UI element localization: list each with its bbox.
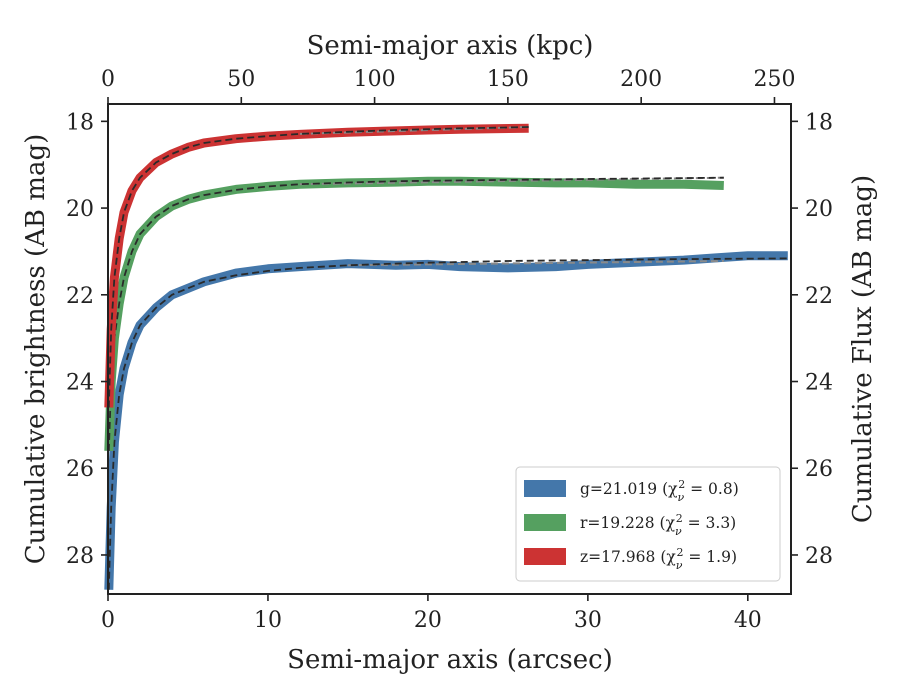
legend-box bbox=[515, 466, 781, 582]
legend-swatch-2 bbox=[524, 548, 566, 565]
plot-frame bbox=[107, 103, 792, 595]
y-tick-label-right: 20 bbox=[805, 197, 833, 222]
y-tick-label-right: 24 bbox=[805, 371, 833, 396]
y-tick-label-right: 22 bbox=[805, 284, 833, 309]
x-tick-label: 10 bbox=[254, 608, 282, 633]
y-axis-title-left: Cumulative brightness (AB mag) bbox=[21, 134, 51, 565]
x-tick-label: 20 bbox=[414, 608, 442, 633]
series-model-fit-0 bbox=[107, 257, 788, 590]
y-tick-label-right: 28 bbox=[805, 544, 833, 569]
top-x-tick-label: 50 bbox=[227, 67, 255, 92]
top-x-tick-label: 250 bbox=[753, 67, 795, 92]
x-tick-label: 0 bbox=[101, 608, 115, 633]
y-axis-title-right: Cumulative Flux (AB mag) bbox=[848, 175, 878, 523]
series-model-fit-2 bbox=[107, 126, 529, 408]
x-axis-title-top: Semi-major axis (kpc) bbox=[307, 31, 594, 61]
y-tick-label-left: 18 bbox=[66, 110, 94, 135]
legend-swatch-1 bbox=[524, 514, 566, 531]
top-x-tick-label: 100 bbox=[354, 67, 396, 92]
y-tick-label-left: 24 bbox=[66, 371, 94, 396]
legend-swatch-0 bbox=[524, 480, 566, 497]
legend-label-1: r=19.228 (χν2 = 3.3) bbox=[580, 512, 736, 538]
legend-label-2: z=17.968 (χν2 = 1.9) bbox=[580, 546, 737, 572]
y-tick-label-left: 22 bbox=[66, 284, 94, 309]
y-tick-label-left: 20 bbox=[66, 197, 94, 222]
series-model-gray-1 bbox=[299, 176, 724, 186]
y-tick-label-right: 26 bbox=[805, 457, 833, 482]
series-model-fit-1 bbox=[107, 176, 724, 451]
top-x-tick-label: 200 bbox=[620, 67, 662, 92]
x-tick-label: 30 bbox=[574, 608, 602, 633]
top-x-tick-label: 150 bbox=[487, 67, 529, 92]
y-tick-label-left: 28 bbox=[66, 544, 94, 569]
y-tick-label-left: 26 bbox=[66, 457, 94, 482]
series-model-gray-0 bbox=[347, 260, 724, 267]
ticks-layer: 0 10 20 30 40 0 50 100 150 200 250 18 18 20 20 22 22 24 24… bbox=[66, 67, 833, 633]
top-x-tick-label: 0 bbox=[101, 67, 115, 92]
y-tick-label-right: 18 bbox=[805, 110, 833, 135]
curves-layer bbox=[104, 123, 788, 590]
x-axis-title-bottom: Semi-major axis (arcsec) bbox=[287, 645, 613, 675]
x-tick-label: 40 bbox=[734, 608, 762, 633]
series-band-1 bbox=[104, 176, 724, 452]
legend: g=21.019 (χν2 = 0.8) r=19.228 (χν2 = 3.3)… bbox=[515, 466, 781, 582]
legend-label-0: g=21.019 (χν2 = 0.8) bbox=[580, 478, 739, 504]
